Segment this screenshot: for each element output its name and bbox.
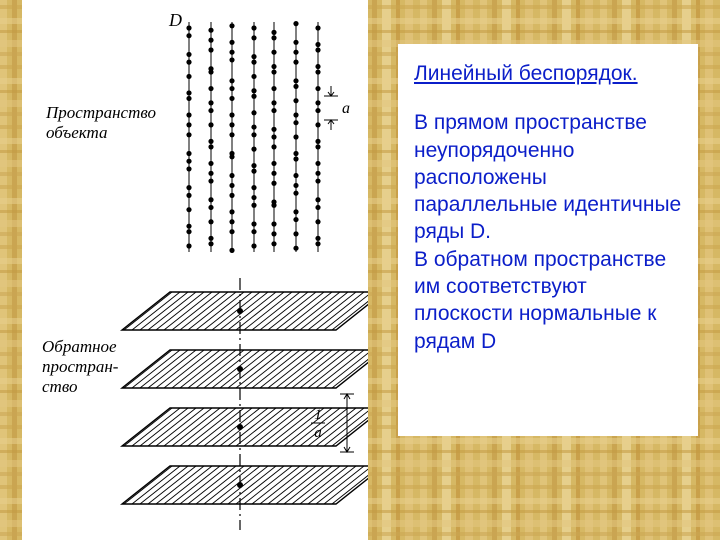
reciprocal-space-planes (84, 278, 368, 530)
title-line: Линейный беспорядок. (414, 60, 682, 87)
explanation-textbox: Линейный беспорядок. В прямом пространст… (398, 44, 698, 436)
figure-svg: DaПространствообъекта1aОбратноепростран-… (22, 0, 368, 540)
symbol-D: D (168, 10, 182, 30)
spacing-bracket-inverse-a: 1a (311, 394, 354, 452)
label-direct-space: Пространствообъекта (45, 103, 156, 142)
svg-text:a: a (342, 100, 350, 117)
figure-panel: DaПространствообъекта1aОбратноепростран-… (22, 0, 368, 540)
spacing-bracket-a: a (324, 86, 350, 130)
svg-text:1: 1 (314, 407, 322, 423)
label-reciprocal-space: Обратноепростран-ство (42, 337, 119, 396)
svg-text:a: a (314, 425, 322, 441)
body-paragraph-2: В обратном пространстве им соответствуют… (414, 246, 682, 355)
body-paragraph-1: В прямом пространстве неупорядоченно рас… (414, 109, 682, 245)
direct-space-columns: D (168, 10, 321, 253)
